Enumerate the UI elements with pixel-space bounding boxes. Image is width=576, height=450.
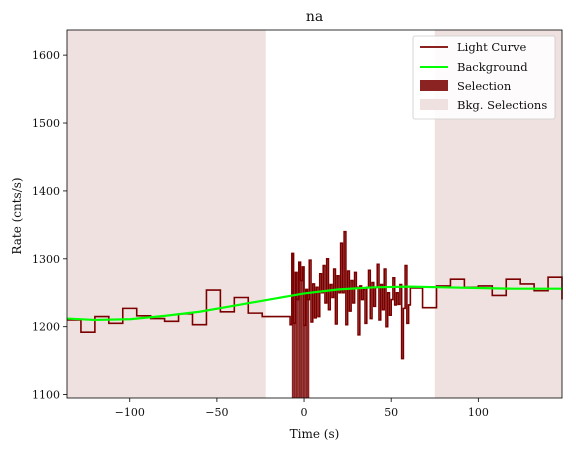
light-curve-layer <box>67 230 563 360</box>
selection-bar <box>298 262 301 398</box>
x-tick-label: −50 <box>205 406 228 419</box>
y-tick-label: 1300 <box>32 253 60 266</box>
light-curve-line <box>67 230 563 360</box>
selection-bar <box>305 289 308 398</box>
y-tick-label: 1400 <box>32 185 60 198</box>
selection-bar <box>291 253 294 398</box>
selection-bar <box>297 299 299 398</box>
y-tick-label: 1500 <box>32 117 60 130</box>
x-ticks: −100 −50 0 50 100 <box>115 398 489 419</box>
x-tick-label: 0 <box>301 406 308 419</box>
legend-selection-swatch <box>420 80 448 91</box>
legend-bkg-selections-label: Bkg. Selections <box>457 98 547 112</box>
x-tick-label: 100 <box>468 406 489 419</box>
selection-bar <box>295 272 298 398</box>
y-ticks: 1100 1200 1300 1400 1500 1600 <box>32 49 67 402</box>
legend-background-label: Background <box>457 60 528 74</box>
legend-box <box>412 35 556 120</box>
y-axis-label: Rate (cnts/s) <box>10 177 24 254</box>
selection-bar <box>302 266 305 398</box>
legend-light-curve-label: Light Curve <box>457 40 527 54</box>
x-tick-label: −100 <box>115 406 145 419</box>
selection-bar <box>304 325 306 398</box>
bkg-selection-region-0 <box>67 30 266 398</box>
selection-bar <box>300 280 303 398</box>
y-tick-label: 1600 <box>32 49 60 62</box>
legend: Light Curve Background Selection Bkg. Se… <box>412 35 556 120</box>
selection-bar <box>307 299 310 398</box>
x-tick-label: 50 <box>384 406 398 419</box>
plot-frame <box>66 29 563 399</box>
legend-selection-label: Selection <box>457 79 512 93</box>
chart-title: na <box>306 9 323 25</box>
x-axis-label: Time (s) <box>290 427 340 441</box>
background-curve-line <box>66 285 562 322</box>
y-tick-label: 1200 <box>32 321 60 334</box>
background-curve-layer <box>66 285 562 322</box>
y-tick-label: 1100 <box>32 389 60 402</box>
selection-bar <box>293 323 296 398</box>
legend-bkg-selections-swatch <box>420 99 448 110</box>
selection-layer <box>291 253 310 398</box>
